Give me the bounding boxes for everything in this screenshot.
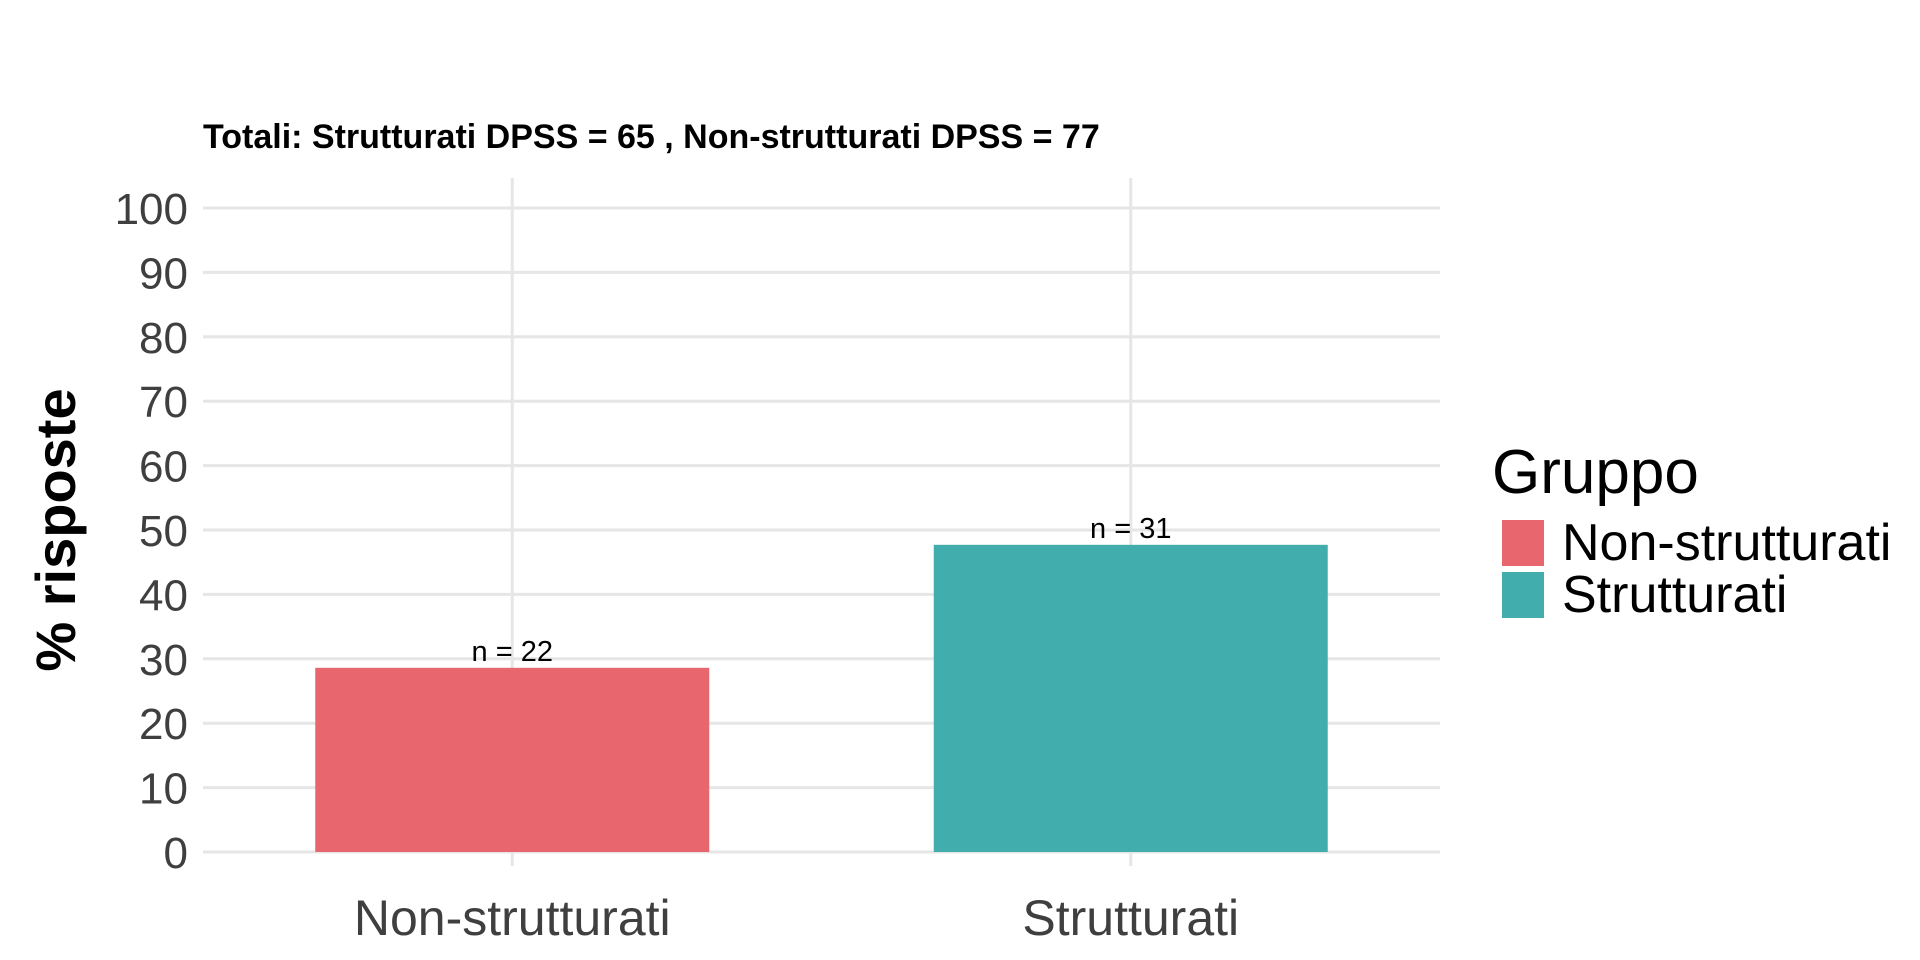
y-tick-label: 20 [139,700,188,749]
data-label: n = 31 [1090,513,1171,545]
y-axis-ticks: 0 10 20 30 40 50 60 70 80 90 100 [115,185,188,878]
y-tick-label: 50 [139,507,188,556]
y-tick-label: 60 [139,443,188,492]
x-tick-label: Non-strutturati [354,890,671,946]
y-tick-label: 100 [115,185,188,234]
data-label: n = 22 [472,636,553,668]
bar-non-strutturati [315,667,710,852]
legend-swatch [1502,520,1544,566]
y-tick-label: 40 [139,571,188,620]
y-tick-label: 10 [139,765,188,814]
x-axis-ticks: Non-strutturati Strutturati [354,890,1239,946]
y-axis-label: % risposte [24,388,87,671]
bar-strutturati [933,544,1328,852]
y-tick-label: 70 [139,378,188,427]
y-tick-label: 0 [164,829,188,878]
data-labels: n = 22 n = 31 [472,513,1172,668]
legend-swatch [1502,572,1544,618]
chart-subtitle: Totali: Strutturati DPSS = 65 , Non-stru… [203,118,1100,156]
legend-label: Strutturati [1562,566,1787,624]
y-tick-label: 80 [139,314,188,363]
bars [315,544,1328,852]
y-tick-label: 30 [139,636,188,685]
x-tick-label: Strutturati [1022,890,1239,946]
y-tick-label: 90 [139,249,188,298]
legend-label: Non-strutturati [1562,514,1891,572]
legend-title: Gruppo [1492,438,1699,507]
